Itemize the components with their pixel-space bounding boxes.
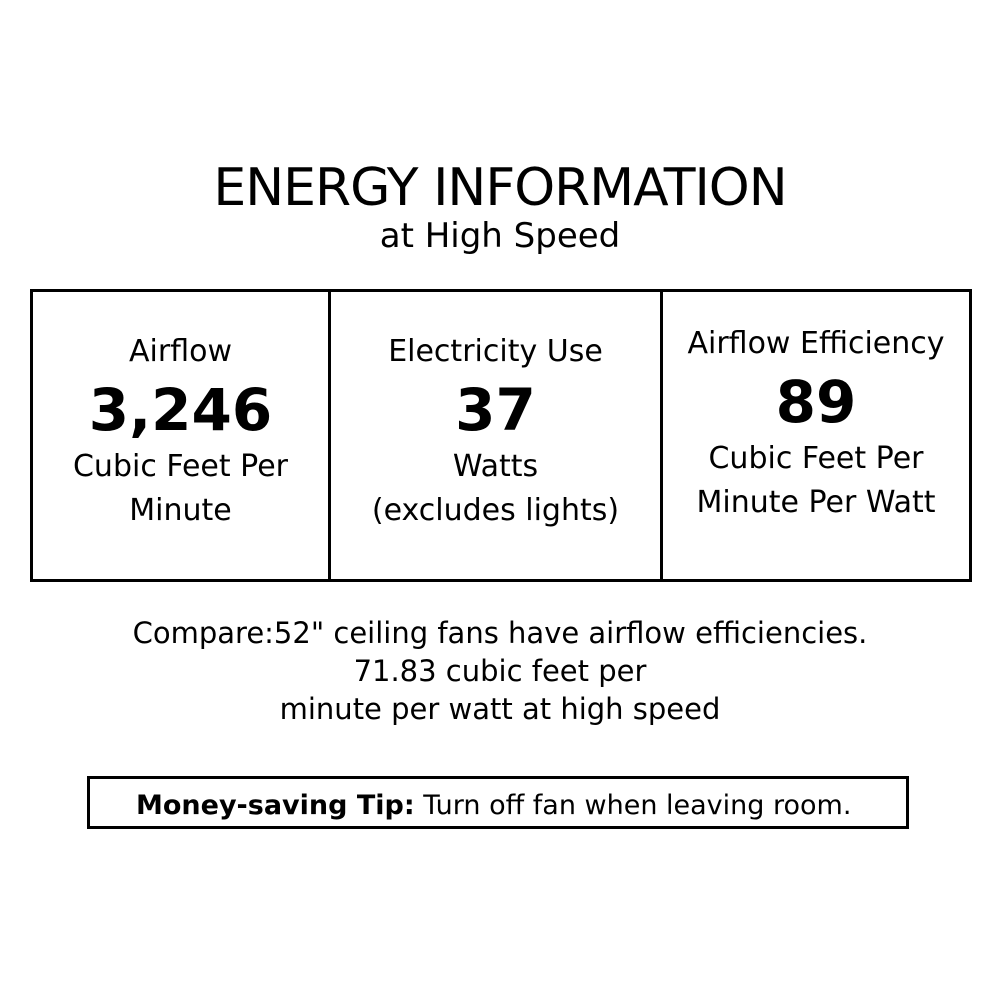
efficiency-cell: Airflow Efficiency 89 Cubic Feet Per Min… [663, 292, 969, 579]
cell-value: 3,246 [88, 376, 273, 444]
cell-unit: Watts [452, 449, 539, 484]
subtitle: at High Speed [379, 216, 621, 256]
compare-line: minute per watt at high speed [279, 692, 721, 726]
money-saving-tip: Money-saving Tip: Turn off fan when leav… [87, 776, 909, 829]
cell-value: 89 [775, 368, 857, 436]
cell-label: Electricity Use [388, 334, 603, 369]
cell-unit: Minute Per Watt [696, 485, 936, 520]
cell-label: Airflow [129, 334, 232, 369]
energy-table: Airflow 3,246 Cubic Feet Per Minute Elec… [30, 289, 972, 582]
airflow-cell: Airflow 3,246 Cubic Feet Per Minute [33, 292, 331, 579]
compare-line: 71.83 cubic feet per [353, 654, 647, 688]
cell-value: 37 [455, 376, 536, 444]
tip-text: Turn off fan when leaving room. [423, 790, 852, 821]
tip-label: Money-saving Tip: [136, 790, 415, 821]
compare-line: Compare:52" ceiling fans have airflow ef… [132, 616, 868, 650]
electricity-cell: Electricity Use 37 Watts (excludes light… [331, 292, 663, 579]
cell-unit: (excludes lights) [371, 493, 620, 528]
compare-text: Compare:52" ceiling fans have airflow ef… [0, 614, 1000, 728]
cell-unit: Cubic Feet Per [708, 441, 924, 476]
cell-unit: Cubic Feet Per [72, 449, 288, 484]
title: ENERGY INFORMATION [213, 158, 787, 218]
cell-label: Airflow Efficiency [687, 326, 945, 361]
cell-unit: Minute [129, 493, 232, 528]
